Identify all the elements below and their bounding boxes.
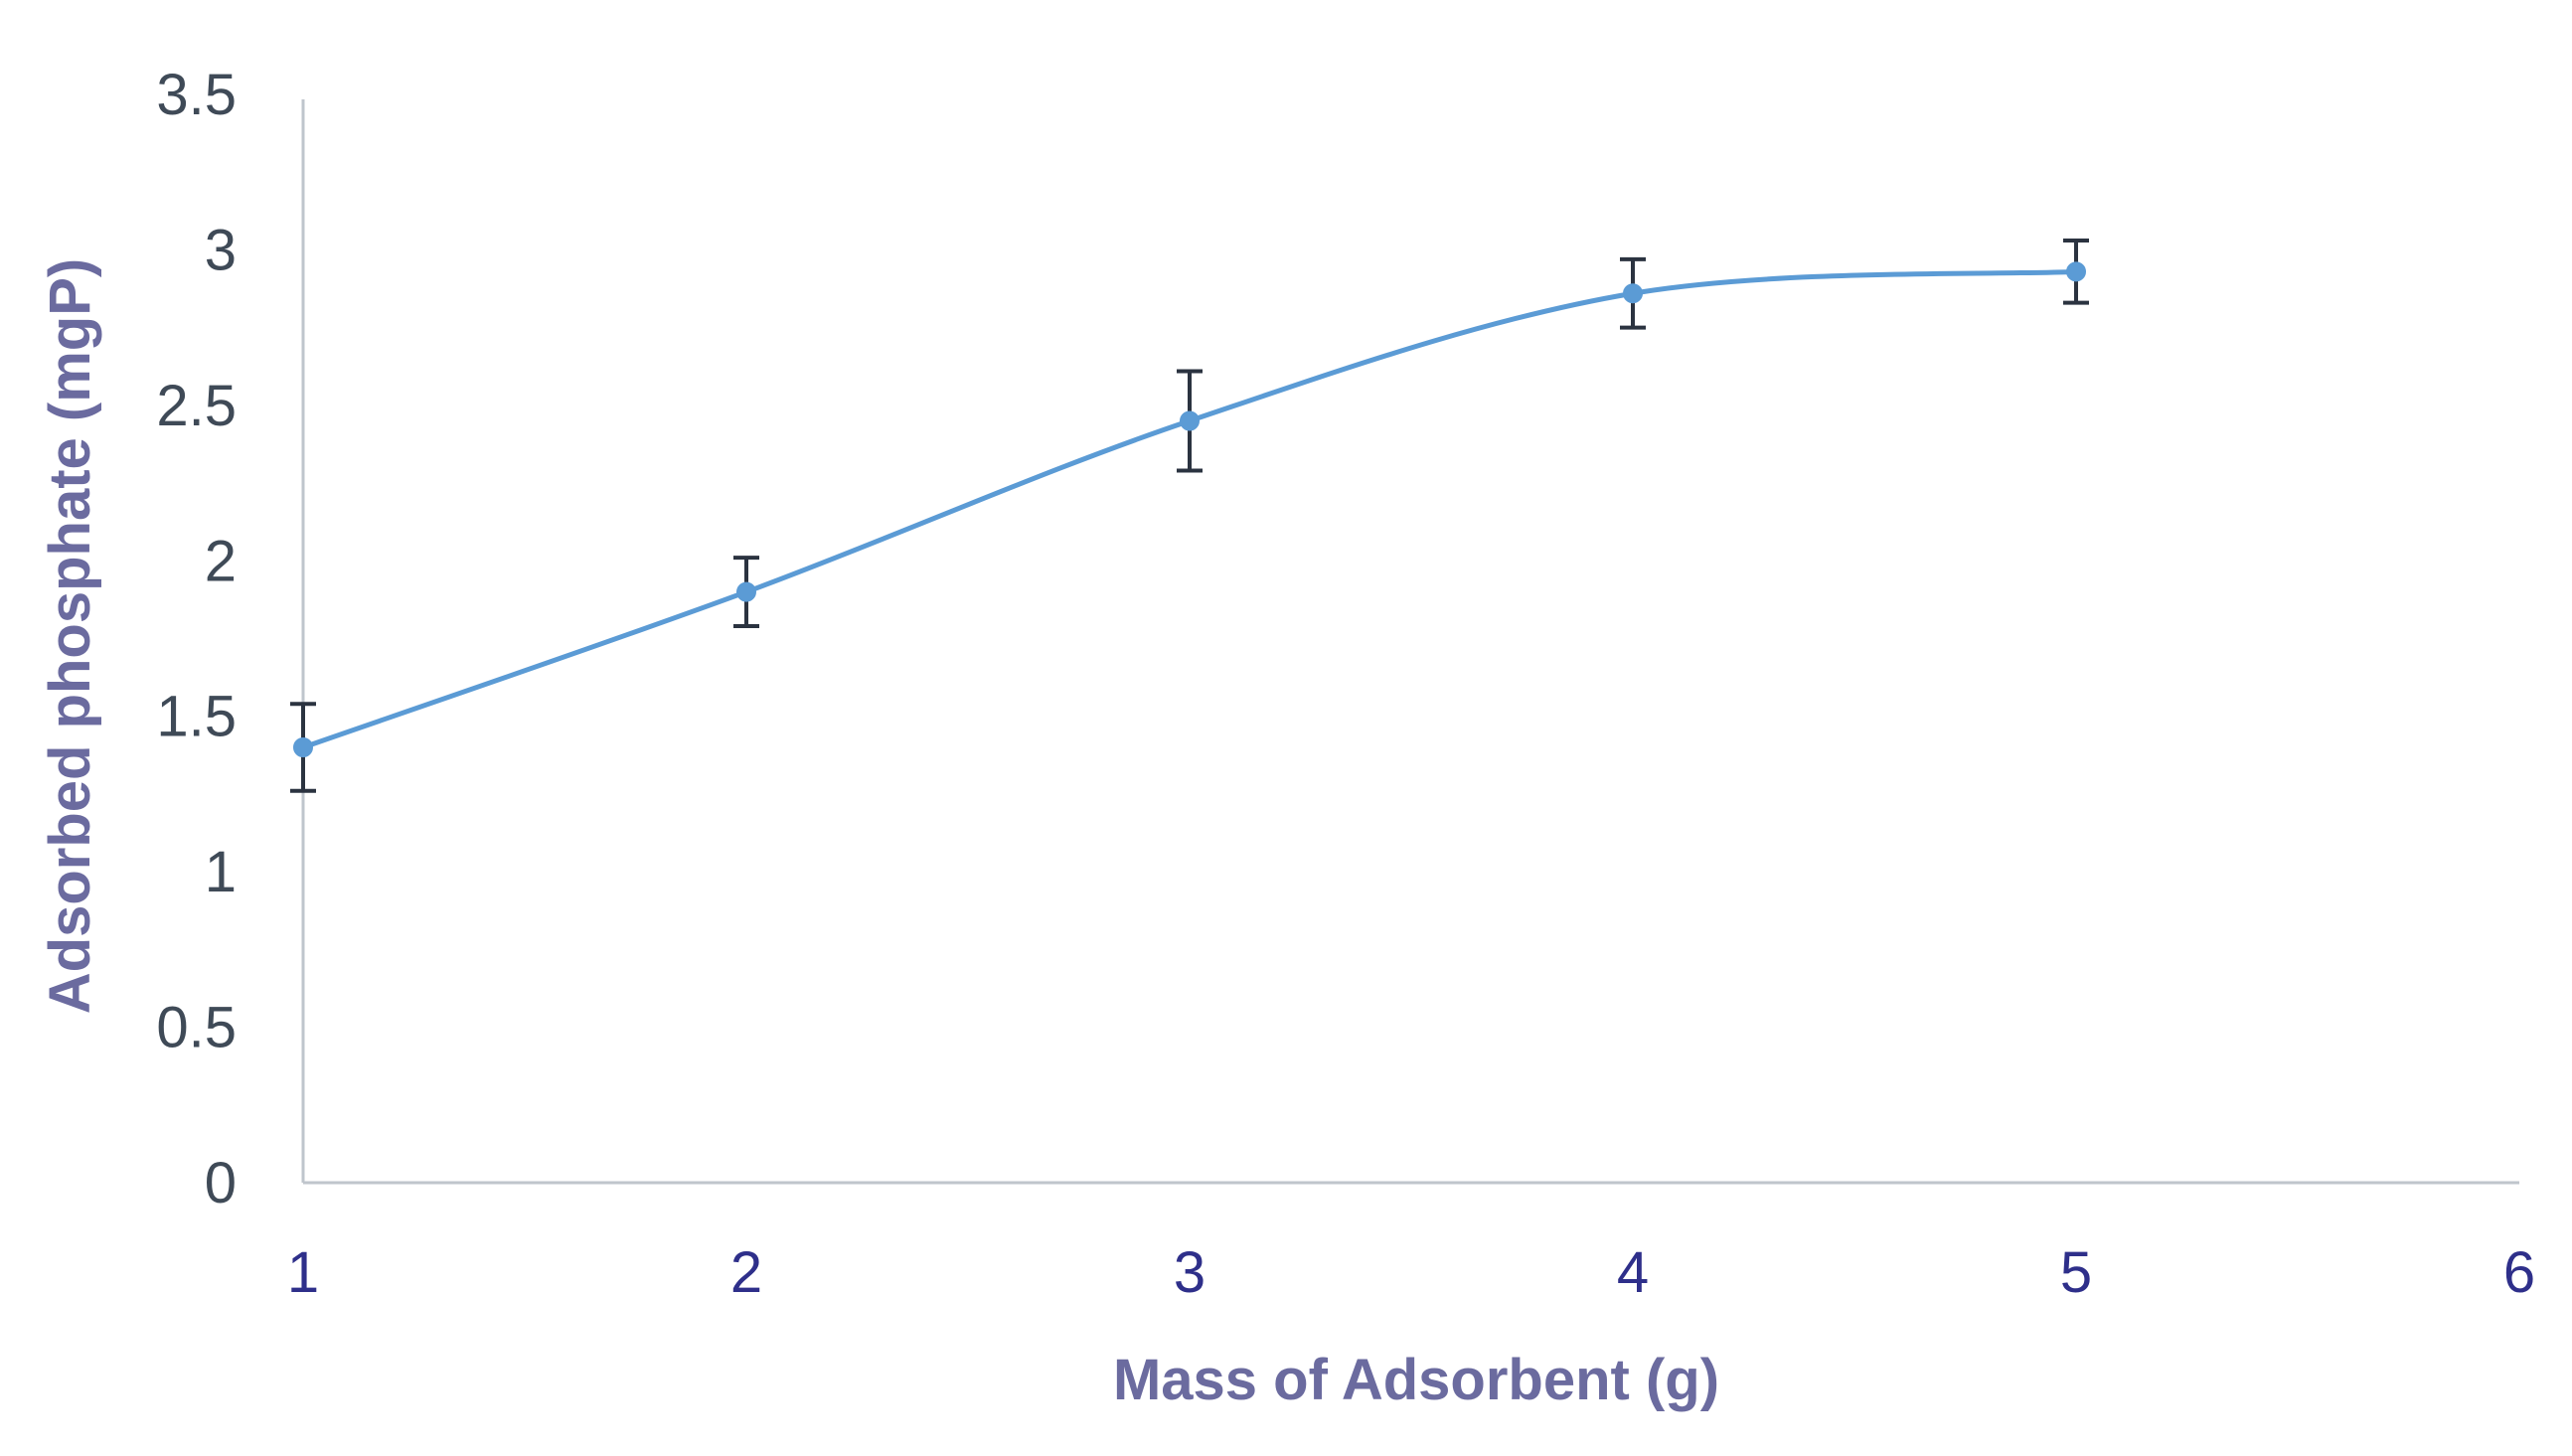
data-point [293, 737, 313, 757]
y-tick-label: 0.5 [156, 996, 237, 1060]
y-tick-label: 3.5 [156, 63, 237, 127]
data-points [293, 261, 2086, 757]
data-series [302, 268, 2077, 750]
y-tick-label: 1 [205, 840, 237, 904]
x-tick-label: 1 [287, 1240, 319, 1305]
y-tick-label: 2.5 [156, 374, 237, 438]
data-point [1623, 283, 1643, 304]
x-axis-title: Mass of Adsorbent (g) [1113, 1348, 1719, 1412]
x-tick-label: 4 [1617, 1240, 1649, 1305]
data-point [736, 581, 756, 602]
x-tick-label: 6 [2503, 1240, 2535, 1305]
x-tick-label: 3 [1174, 1240, 1206, 1305]
y-axis-title: Adsorbed phosphate (mgP) [38, 258, 102, 1014]
axes [301, 99, 2519, 1185]
data-point [2066, 261, 2086, 282]
data-point [1180, 410, 1200, 431]
y-tick-label: 0 [205, 1151, 237, 1215]
y-tick-label: 1.5 [156, 685, 237, 749]
error-bars [290, 239, 2089, 793]
x-tick-label: 5 [2060, 1240, 2092, 1305]
y-tick-label: 3 [205, 218, 237, 282]
series-line [302, 268, 2077, 750]
x-tick-label: 2 [730, 1240, 762, 1305]
y-tick-labels: 0 0.5 1 1.5 2 2.5 3 3.5 [156, 63, 237, 1215]
y-tick-label: 2 [205, 529, 237, 593]
x-tick-labels: 1 2 3 4 5 6 [287, 1240, 2535, 1305]
